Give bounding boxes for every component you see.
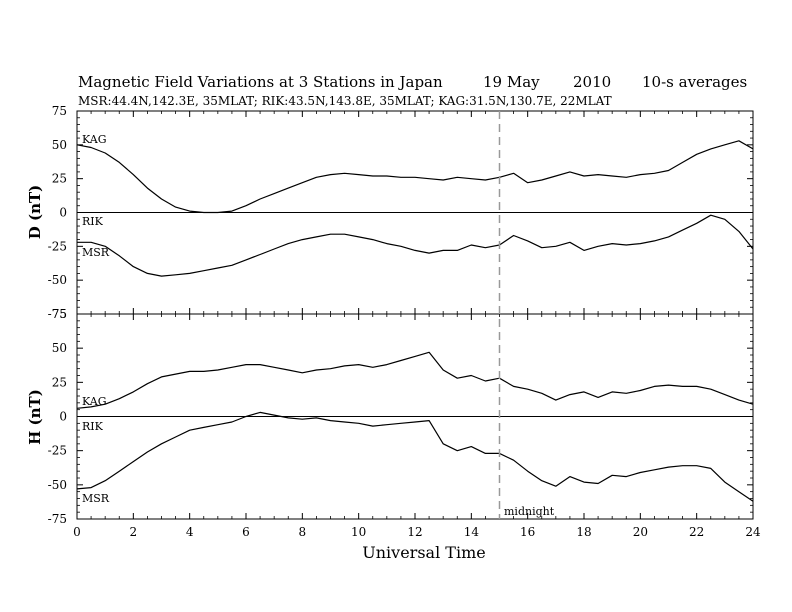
series-line-D-1 [77,214,754,277]
x-tick-label: 14 [464,525,480,539]
d-ylabel: D (nT) [26,185,44,240]
h-ylabel: H (nT) [26,389,44,445]
series-lines [76,140,754,502]
y-tick-label: 0 [59,410,67,424]
y-tick-label: 0 [59,206,67,220]
y-tick-label: 75 [52,307,67,321]
x-tick-label: 10 [351,525,366,539]
x-axis-title: Universal Time [362,543,485,562]
y-tick-label: -75 [48,512,67,526]
x-tick-label: 12 [407,525,422,539]
h-label-kag: KAG [82,395,107,408]
y-tick-label: -25 [48,239,67,253]
d-label-msr: MSR [82,246,110,259]
y-tick-label: 25 [52,375,67,389]
title-averaging: 10-s averages [642,73,747,91]
x-tick-label: 4 [186,525,194,539]
x-tick-label: 8 [299,525,307,539]
y-tick-label: -75 [48,307,67,321]
midnight-label: midnight [504,505,555,518]
y-tick-label: 50 [52,341,67,355]
d-label-rik: RIK [82,215,104,228]
x-tick-label: 0 [73,525,81,539]
x-tick-label: 6 [242,525,250,539]
h-label-msr: MSR [82,492,110,505]
series-line-H-0 [76,351,754,409]
chart-title: Magnetic Field Variations at 3 Stations … [78,73,747,91]
x-tick-label: 2 [130,525,138,539]
x-tick-label: 18 [576,525,591,539]
title-date: 19 May [483,73,540,91]
x-tick-label: 24 [745,525,761,539]
x-tick-label: 22 [689,525,704,539]
x-tick-label: 20 [633,525,648,539]
y-tick-label: -50 [48,478,67,492]
series-line-H-1 [76,411,754,502]
title-year: 2010 [573,73,611,91]
y-tick-label: 25 [52,172,67,186]
y-tick-label: -25 [48,444,67,458]
y-tick-label: 50 [52,138,67,152]
x-tick-label: 16 [520,525,535,539]
series-line-D-0 [76,140,754,214]
chart-subtitle: MSR:44.4N,142.3E, 35MLAT; RIK:43.5N,143.… [78,94,612,108]
y-tick-label: 75 [52,104,67,118]
h-label-rik: RIK [82,420,104,433]
d-label-kag: KAG [82,133,107,146]
title-main: Magnetic Field Variations at 3 Stations … [78,73,443,91]
y-tick-label: -50 [48,273,67,287]
